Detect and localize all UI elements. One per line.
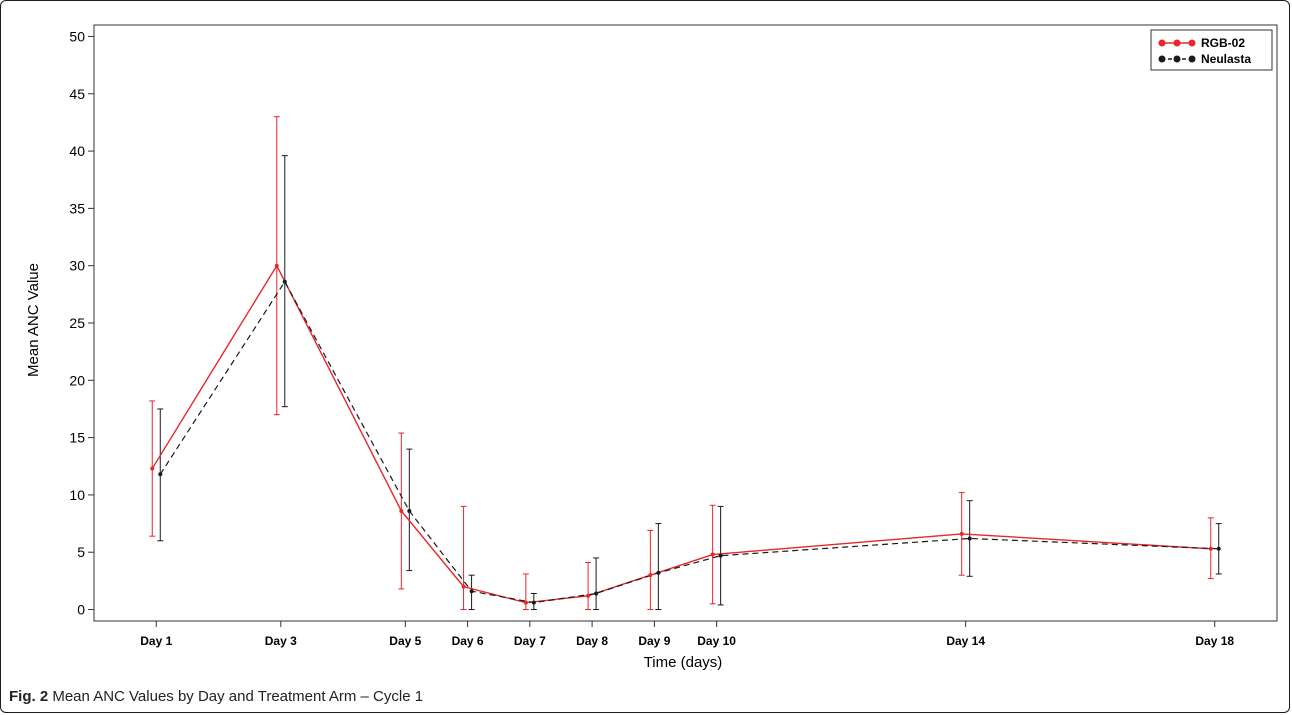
legend-marker (1173, 55, 1181, 63)
data-point-rgb02 (399, 508, 404, 513)
x-tick-label: Day 9 (638, 634, 670, 648)
x-tick-label: Day 10 (697, 634, 736, 648)
data-point-neulasta (656, 570, 661, 575)
data-point-rgb02 (150, 466, 155, 471)
x-tick-label: Day 3 (265, 634, 297, 648)
plot-area (93, 24, 1278, 622)
x-axis: Day 1 Day 3 Day 5 Day 6 Day 7 Day 8 Day 9 Day 1… (140, 621, 1234, 648)
data-point-neulasta (158, 472, 163, 477)
legend-marker (1188, 39, 1196, 47)
y-tick-label: 40 (69, 143, 85, 159)
x-tick-label: Day 6 (452, 634, 484, 648)
x-tick-label: Day 8 (576, 634, 608, 648)
legend-marker (1158, 55, 1166, 63)
y-tick-label: 45 (69, 86, 85, 102)
y-tick-label: 20 (69, 372, 85, 388)
legend: RGB-02 Neulasta (1150, 29, 1273, 71)
x-tick-label: Day 18 (1195, 634, 1234, 648)
series-line-neulasta (159, 280, 1219, 604)
legend-item-rgb02: RGB-02 (1158, 36, 1245, 50)
data-point-neulasta (469, 589, 474, 594)
y-tick-label: 35 (69, 200, 85, 216)
legend-label-rgb02: RGB-02 (1201, 36, 1245, 50)
legend-box (1150, 29, 1273, 71)
x-tick-label: Day 1 (140, 634, 172, 648)
y-tick-label: 30 (69, 258, 85, 274)
data-point-rgb02 (586, 593, 591, 598)
data-point-neulasta (531, 600, 536, 605)
figure-caption: Fig. 2 Mean ANC Values by Day and Treatm… (9, 688, 423, 705)
y-tick-label: 15 (69, 430, 85, 446)
data-point-rgb02 (710, 552, 715, 557)
data-point-neulasta (718, 553, 723, 558)
y-tick-label: 5 (77, 544, 85, 560)
legend-marker (1158, 39, 1166, 47)
legend-marker (1188, 55, 1196, 63)
y-tick-label: 50 (69, 28, 85, 44)
data-point-rgb02 (959, 531, 964, 536)
data-point-rgb02 (1208, 546, 1213, 551)
y-tick-label: 25 (69, 315, 85, 331)
y-axis: 0 5 10 15 20 25 30 35 40 45 50 (69, 28, 94, 618)
data-point-neulasta (407, 508, 412, 513)
data-point-rgb02 (648, 573, 653, 578)
y-axis-title: Mean ANC Value (25, 263, 42, 377)
data-point-rgb02 (274, 263, 279, 268)
x-tick-label: Day 5 (389, 634, 421, 648)
x-axis-title: Time (days) (644, 654, 723, 671)
y-tick-label: 0 (77, 602, 85, 618)
data-point-neulasta (594, 591, 599, 596)
data-point-rgb02 (523, 600, 528, 605)
legend-label-neulasta: Neulasta (1201, 52, 1251, 66)
error-bars (149, 116, 1222, 611)
legend-item-neulasta: Neulasta (1158, 52, 1251, 66)
data-point-rgb02 (461, 584, 466, 589)
series-points (150, 263, 1221, 605)
x-tick-label: Day 7 (514, 634, 546, 648)
data-point-neulasta (967, 536, 972, 541)
figure-label: Fig. 2 (9, 688, 49, 705)
data-point-neulasta (282, 279, 287, 284)
data-point-neulasta (1216, 546, 1221, 551)
legend-marker (1173, 39, 1181, 47)
series-lines (151, 264, 1219, 604)
series-line-rgb02 (151, 264, 1211, 604)
y-tick-label: 10 (69, 487, 85, 503)
x-tick-label: Day 14 (946, 634, 985, 648)
figure-caption-text: Mean ANC Values by Day and Treatment Arm… (48, 688, 424, 705)
